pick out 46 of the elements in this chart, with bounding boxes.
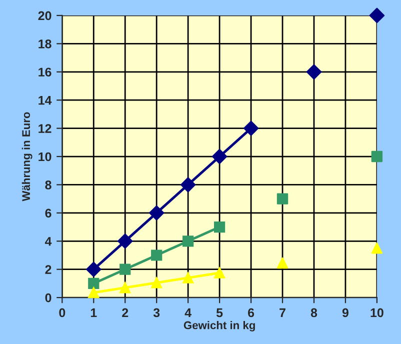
x-tick-label: 8 (310, 308, 318, 318)
y-tick-label: 18 (38, 39, 52, 48)
x-tick-label: 7 (280, 308, 286, 318)
point (212, 148, 228, 164)
point (243, 120, 259, 136)
y-tick-label: 8 (45, 180, 52, 190)
x-tick-label: 5 (216, 308, 223, 318)
point (88, 287, 100, 298)
point (180, 177, 196, 192)
y-tick-label: 10 (38, 152, 52, 162)
y-tick-label: 14 (38, 96, 52, 105)
point (276, 193, 288, 204)
x-tick-label: 6 (248, 308, 254, 318)
x-tick-label: 0 (59, 308, 66, 318)
point (369, 8, 385, 24)
point (151, 250, 162, 261)
point (120, 282, 131, 294)
y-tick-label: 20 (38, 11, 52, 20)
x-tick-label: 9 (342, 308, 348, 318)
x-tick-label: 3 (153, 308, 160, 318)
point (214, 267, 226, 278)
x-tick-label: 2 (122, 308, 128, 318)
x-tick-label: 4 (184, 308, 192, 318)
point (151, 277, 162, 288)
point (276, 257, 288, 269)
y-tick-label: 2 (45, 265, 52, 274)
x-axis-title: Gewicht in kg (184, 321, 255, 332)
y-axis-title: Währung in Euro (22, 112, 32, 202)
y-tick-label: 12 (38, 124, 52, 133)
point (214, 221, 226, 233)
y-tick-label: 0 (45, 293, 52, 302)
point (149, 205, 164, 221)
point (371, 150, 383, 162)
y-tick-label: 4 (44, 237, 52, 246)
point (182, 272, 194, 284)
x-tick-label: 10 (370, 308, 384, 318)
y-tick-label: 16 (38, 68, 52, 77)
point (371, 242, 383, 254)
point (86, 262, 102, 277)
point (120, 264, 131, 275)
x-tick-label: 1 (90, 308, 97, 318)
y-tick-label: 6 (45, 208, 52, 218)
point (88, 278, 100, 290)
point (182, 236, 194, 247)
point (118, 234, 133, 249)
point (306, 64, 322, 80)
